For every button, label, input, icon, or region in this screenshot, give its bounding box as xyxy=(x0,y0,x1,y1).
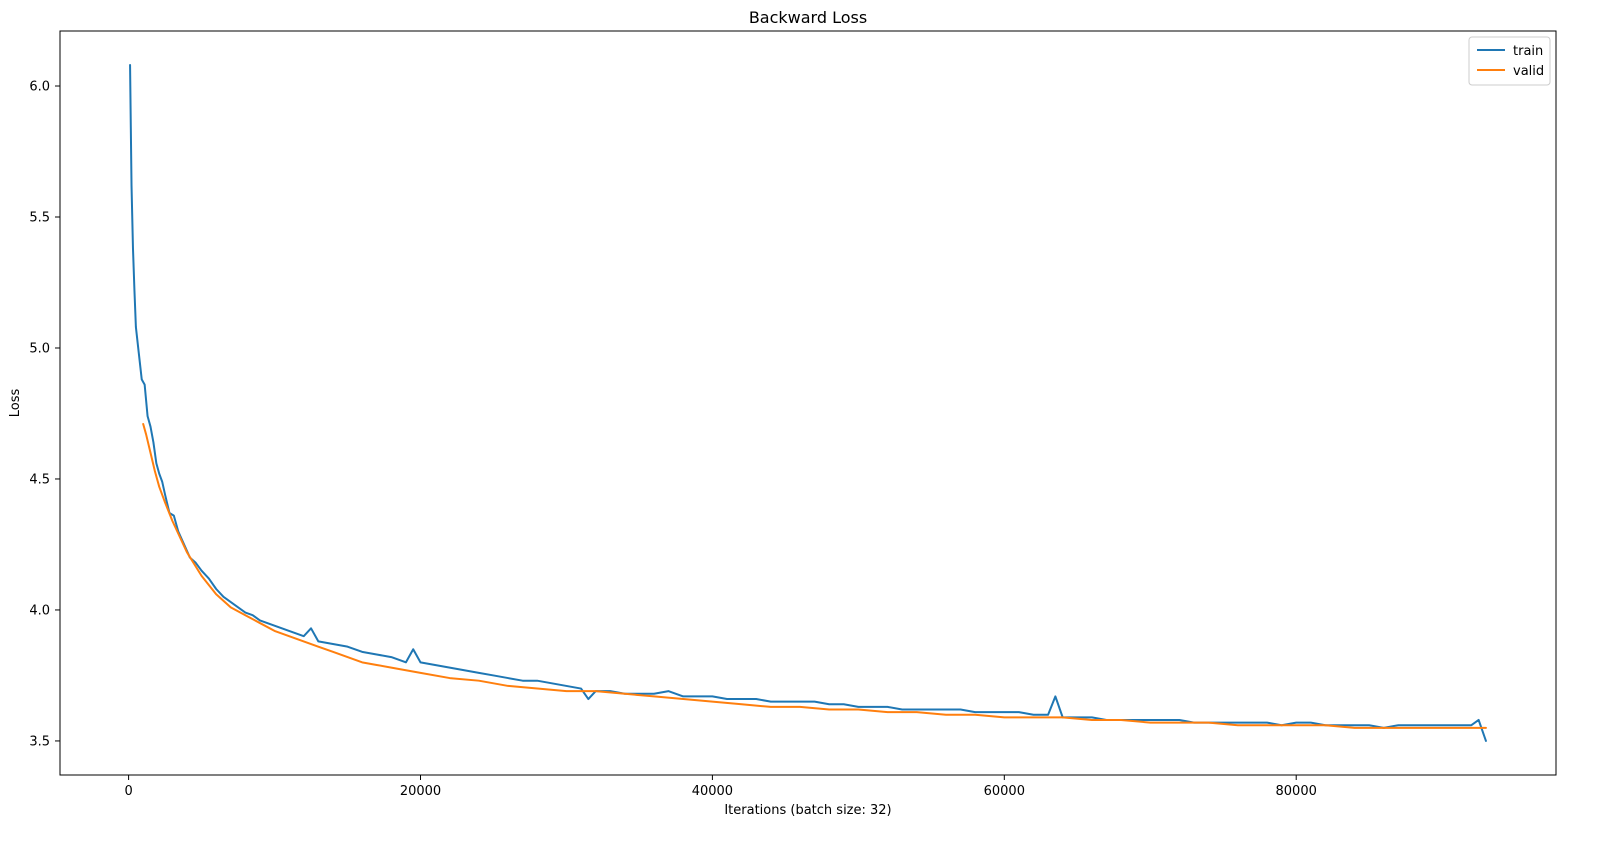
x-tick-label: 60000 xyxy=(984,784,1025,799)
y-axis-ticks: 3.5 4.0 4.5 5.0 5.5 6.0 xyxy=(29,80,60,749)
x-axis-ticks: 0 20000 40000 60000 80000 xyxy=(124,775,1317,799)
legend-label-valid: valid xyxy=(1513,64,1544,79)
y-tick-label: 5.5 xyxy=(29,211,50,226)
x-tick-label: 80000 xyxy=(1276,784,1317,799)
axes-frame xyxy=(59,30,1557,776)
y-tick-label: 6.0 xyxy=(29,80,50,95)
legend: train valid xyxy=(1468,36,1551,86)
y-tick-label: 4.0 xyxy=(29,603,50,618)
x-axis-label: Iterations (batch size: 32) xyxy=(724,803,891,818)
x-tick-label: 40000 xyxy=(692,784,733,799)
plot-area xyxy=(129,64,1487,742)
x-tick-label: 20000 xyxy=(400,784,441,799)
y-tick-label: 5.0 xyxy=(29,341,50,356)
y-axis-label: Loss xyxy=(8,389,23,418)
y-tick-label: 3.5 xyxy=(29,734,50,749)
chart-title: Backward Loss xyxy=(749,8,867,27)
x-tick-label: 0 xyxy=(124,784,132,799)
series-line-valid xyxy=(142,422,1487,729)
legend-label-train: train xyxy=(1513,44,1543,59)
y-tick-label: 4.5 xyxy=(29,472,50,487)
